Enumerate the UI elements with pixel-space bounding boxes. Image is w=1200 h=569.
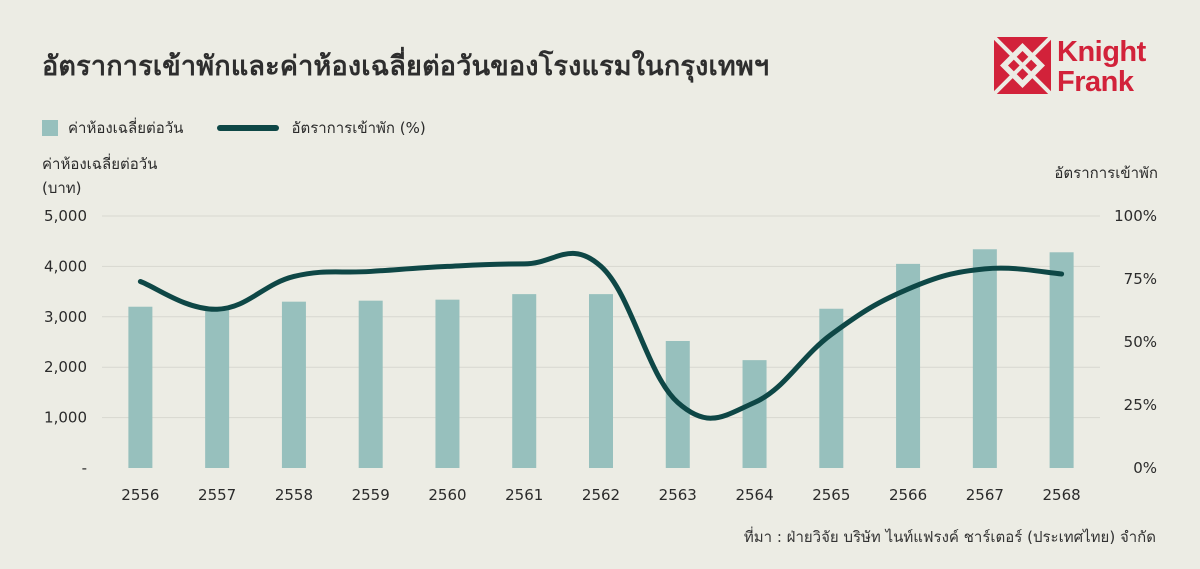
y-left-tick-label: 1,000 [44, 409, 87, 427]
bars [128, 249, 1074, 468]
x-tick-label: 2559 [352, 486, 390, 504]
y-left-tick-label: 3,000 [44, 308, 87, 326]
y-left-tick-label: - [82, 459, 87, 477]
brand-line2: Frank [1057, 66, 1134, 98]
x-tick-label: 2557 [198, 486, 236, 504]
x-tick-label: 2556 [121, 486, 159, 504]
bar-2557 [205, 309, 230, 468]
legend: ค่าห้องเฉลี่ยต่อวัน อัตราการเข้าพัก (%) [42, 116, 426, 140]
x-tick-label: 2562 [582, 486, 620, 504]
y-right-tick-label: 0% [1133, 459, 1157, 477]
x-tick-label: 2565 [812, 486, 850, 504]
x-tick-label: 2564 [735, 486, 773, 504]
x-tick-label: 2568 [1043, 486, 1081, 504]
bar-2567 [972, 249, 997, 468]
x-tick-label: 2563 [659, 486, 697, 504]
x-tick-label: 2560 [428, 486, 466, 504]
bar-2558 [281, 301, 306, 468]
bar-2562 [589, 294, 613, 468]
source-note: ที่มา : ฝ่ายวิจัย บริษัท ไนท์แฟรงค์ ชาร์… [743, 528, 1156, 546]
tick-labels: - 1,000 2,000 3,000 4,000 5,000 0% 25% 50% 75% 100… [44, 207, 1157, 504]
bar-2560 [435, 299, 460, 468]
y-right-tick-label: 25% [1124, 396, 1157, 414]
bar-2561 [512, 294, 537, 468]
y-right-tick-label: 50% [1124, 333, 1157, 351]
occupancy-line [137, 250, 1065, 421]
legend-line-label: อัตราการเข้าพัก (%) [291, 119, 426, 137]
bar-2564 [742, 360, 767, 468]
x-tick-label: 2566 [889, 486, 927, 504]
y-left-tick-label: 4,000 [44, 257, 87, 275]
y-right-tick-label: 75% [1124, 270, 1157, 288]
bar-2559 [358, 300, 383, 468]
legend-line-swatch [217, 125, 280, 131]
knight-frank-logo-icon [994, 37, 1053, 96]
y-left-tick-label: 2,000 [44, 358, 87, 376]
x-tick-label: 2567 [966, 486, 1004, 504]
chart-title: อัตราการเข้าพักและค่าห้องเฉลี่ยต่อวันของ… [42, 51, 770, 82]
y-right-tick-label: 100% [1114, 207, 1157, 225]
legend-bar-swatch [42, 120, 58, 136]
bar-2556 [128, 306, 153, 468]
y-axis-left-label: ค่าห้องเฉลี่ยต่อวัน (บาท) [42, 152, 157, 200]
y-axis-left-label-line2: (บาท) [42, 179, 82, 197]
y-axis-right-label: อัตราการเข้าพัก [1054, 164, 1158, 182]
brand-line1: Knight [1057, 36, 1146, 68]
x-tick-label: 2561 [505, 486, 543, 504]
y-axis-left-label-line1: ค่าห้องเฉลี่ยต่อวัน [42, 155, 158, 173]
bar-2568 [1049, 252, 1074, 468]
legend-bar-label: ค่าห้องเฉลี่ยต่อวัน [68, 119, 184, 137]
y-left-tick-label: 5,000 [44, 207, 87, 225]
x-tick-label: 2558 [275, 486, 313, 504]
bar-2566 [896, 263, 921, 468]
